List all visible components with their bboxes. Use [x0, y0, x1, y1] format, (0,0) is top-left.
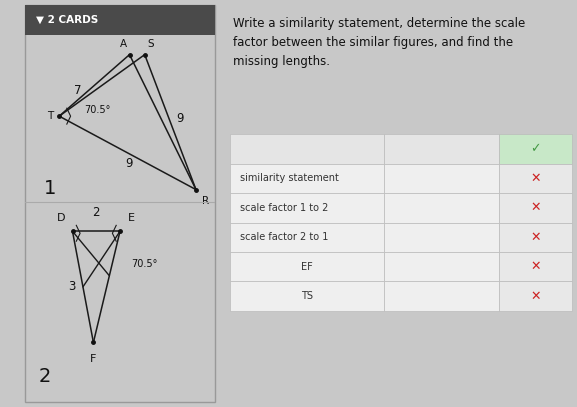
Bar: [499, 134, 572, 164]
Text: ▼ 2 CARDS: ▼ 2 CARDS: [36, 15, 99, 25]
Bar: [384, 164, 499, 193]
Bar: [230, 281, 384, 311]
Text: ✕: ✕: [530, 289, 541, 302]
Text: TS: TS: [301, 291, 313, 301]
Bar: [25, 5, 215, 35]
Text: 2: 2: [38, 367, 51, 386]
Text: 1: 1: [44, 179, 57, 197]
Text: 70.5°: 70.5°: [84, 105, 110, 115]
Text: S: S: [147, 39, 153, 49]
Text: ✕: ✕: [530, 172, 541, 185]
Text: scale factor 1 to 2: scale factor 1 to 2: [241, 203, 329, 213]
Text: 70.5°: 70.5°: [132, 259, 158, 269]
Bar: [499, 223, 572, 252]
Text: 3: 3: [68, 280, 75, 293]
Bar: [384, 252, 499, 281]
Text: 9: 9: [126, 157, 133, 170]
Bar: [230, 193, 384, 223]
Text: 7: 7: [74, 84, 82, 97]
Text: ✕: ✕: [530, 260, 541, 273]
Text: Write a similarity statement, determine the scale
factor between the similar fig: Write a similarity statement, determine …: [234, 17, 526, 68]
Text: ✕: ✕: [530, 231, 541, 244]
Text: T: T: [47, 111, 53, 121]
Bar: [499, 252, 572, 281]
Bar: [384, 281, 499, 311]
Text: ✓: ✓: [530, 142, 541, 155]
Bar: [230, 134, 384, 164]
Text: R: R: [202, 195, 209, 206]
Bar: [384, 193, 499, 223]
Bar: [384, 223, 499, 252]
Bar: [384, 134, 499, 164]
Bar: [499, 281, 572, 311]
Text: A: A: [120, 39, 128, 49]
Text: E: E: [128, 213, 134, 223]
Bar: [499, 164, 572, 193]
Text: similarity statement: similarity statement: [241, 173, 339, 184]
Bar: [230, 252, 384, 281]
Text: scale factor 2 to 1: scale factor 2 to 1: [241, 232, 329, 242]
Text: EF: EF: [301, 262, 313, 271]
Text: 2: 2: [92, 206, 100, 219]
Text: D: D: [57, 213, 65, 223]
Bar: [230, 223, 384, 252]
Text: F: F: [90, 354, 96, 364]
Bar: [230, 164, 384, 193]
Text: ✕: ✕: [530, 201, 541, 214]
Bar: [499, 193, 572, 223]
Text: 9: 9: [176, 112, 183, 125]
